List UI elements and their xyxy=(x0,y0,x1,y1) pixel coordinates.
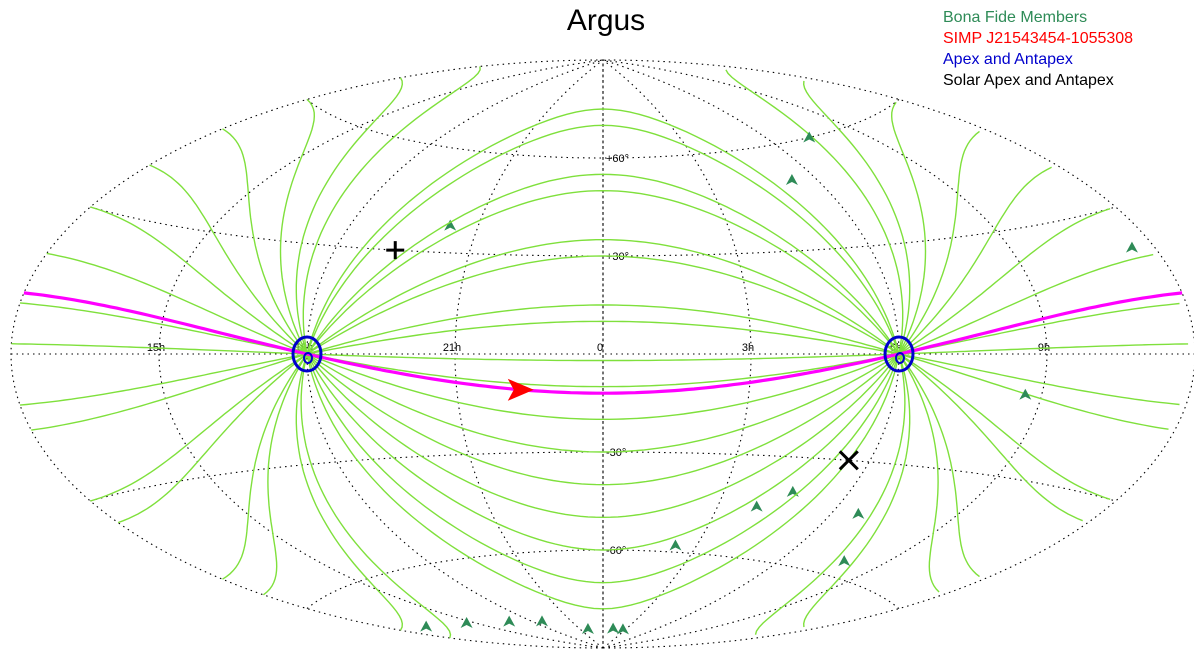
grid-meridian xyxy=(602,59,1048,649)
member-track xyxy=(222,128,980,519)
member-track xyxy=(46,252,1154,420)
apex-markers xyxy=(291,241,915,471)
simp-track-line xyxy=(23,291,1183,395)
tick-labels: 15h 18h 21h 0 3h 6h 9h+60°+30°-30°-60° xyxy=(147,153,1050,557)
legend-bona-fide-members: Bona Fide Members xyxy=(943,9,1087,26)
member-track xyxy=(302,66,904,610)
member-arrow xyxy=(460,617,473,629)
grid-meridian xyxy=(158,59,604,649)
legend-simp: SIMP J21543454-1055308 xyxy=(943,30,1133,47)
member-arrow xyxy=(1019,388,1032,400)
member-track xyxy=(262,173,940,596)
member-track xyxy=(222,189,980,580)
grid-meridian xyxy=(306,59,604,649)
apex-ring xyxy=(883,335,915,373)
grid-parallel xyxy=(90,206,1116,257)
simp-direction-arrow xyxy=(507,378,534,401)
y-tick-label: +60° xyxy=(606,153,629,165)
grid-parallel xyxy=(90,451,1116,502)
member-arrow xyxy=(750,500,763,512)
member-arrow xyxy=(535,615,548,627)
member-track xyxy=(31,304,1169,431)
solar-antapex-marker xyxy=(838,450,859,471)
y-tick-label: -60° xyxy=(606,545,626,557)
chart-title: Argus xyxy=(567,4,645,37)
member-track xyxy=(19,320,1180,406)
member-arrow xyxy=(616,623,629,635)
coordinate-grid xyxy=(10,59,1194,649)
simp-track xyxy=(23,291,1183,401)
x-tick-label: 3h xyxy=(742,342,754,354)
member-arrow xyxy=(852,507,865,519)
member-track xyxy=(295,77,911,584)
member-arrow xyxy=(1125,241,1138,253)
y-tick-label: +30° xyxy=(606,251,629,263)
member-track xyxy=(90,255,1111,502)
member-arrow xyxy=(669,539,682,551)
grid-meridian xyxy=(602,59,752,649)
y-tick-label: -30° xyxy=(606,447,626,459)
apex-ring xyxy=(291,335,323,373)
member-tracks xyxy=(11,66,1189,639)
grid-meridian xyxy=(454,59,604,649)
member-arrow xyxy=(785,174,798,186)
member-arrow xyxy=(607,622,620,634)
grid-boundary xyxy=(10,59,1194,649)
member-track xyxy=(279,98,927,551)
member-track xyxy=(295,124,911,631)
member-arrow xyxy=(444,219,457,231)
member-track xyxy=(300,108,906,639)
apex-inner-marker xyxy=(895,352,905,364)
member-track xyxy=(90,206,1111,453)
member-arrow xyxy=(503,615,516,627)
solar-apex-marker xyxy=(386,241,405,260)
grid-meridian xyxy=(602,59,900,649)
member-arrow xyxy=(803,131,816,143)
apex-inner-marker xyxy=(303,352,313,364)
legend-solar-apex-antapex: Solar Apex and Antapex xyxy=(943,72,1114,89)
legend-apex-antapex: Apex and Antapex xyxy=(943,51,1073,68)
member-arrow xyxy=(420,620,433,632)
legend: Bona Fide Members SIMP J21543454-1055308… xyxy=(943,9,1133,89)
member-track xyxy=(117,239,1083,524)
member-track xyxy=(149,164,1052,486)
member-arrow xyxy=(786,485,799,497)
x-tick-label: 0 xyxy=(597,342,603,354)
member-track xyxy=(11,343,1189,362)
member-track xyxy=(19,302,1180,388)
x-tick-label: 21h xyxy=(443,342,461,354)
member-arrow xyxy=(581,622,594,634)
member-arrow xyxy=(838,555,851,567)
